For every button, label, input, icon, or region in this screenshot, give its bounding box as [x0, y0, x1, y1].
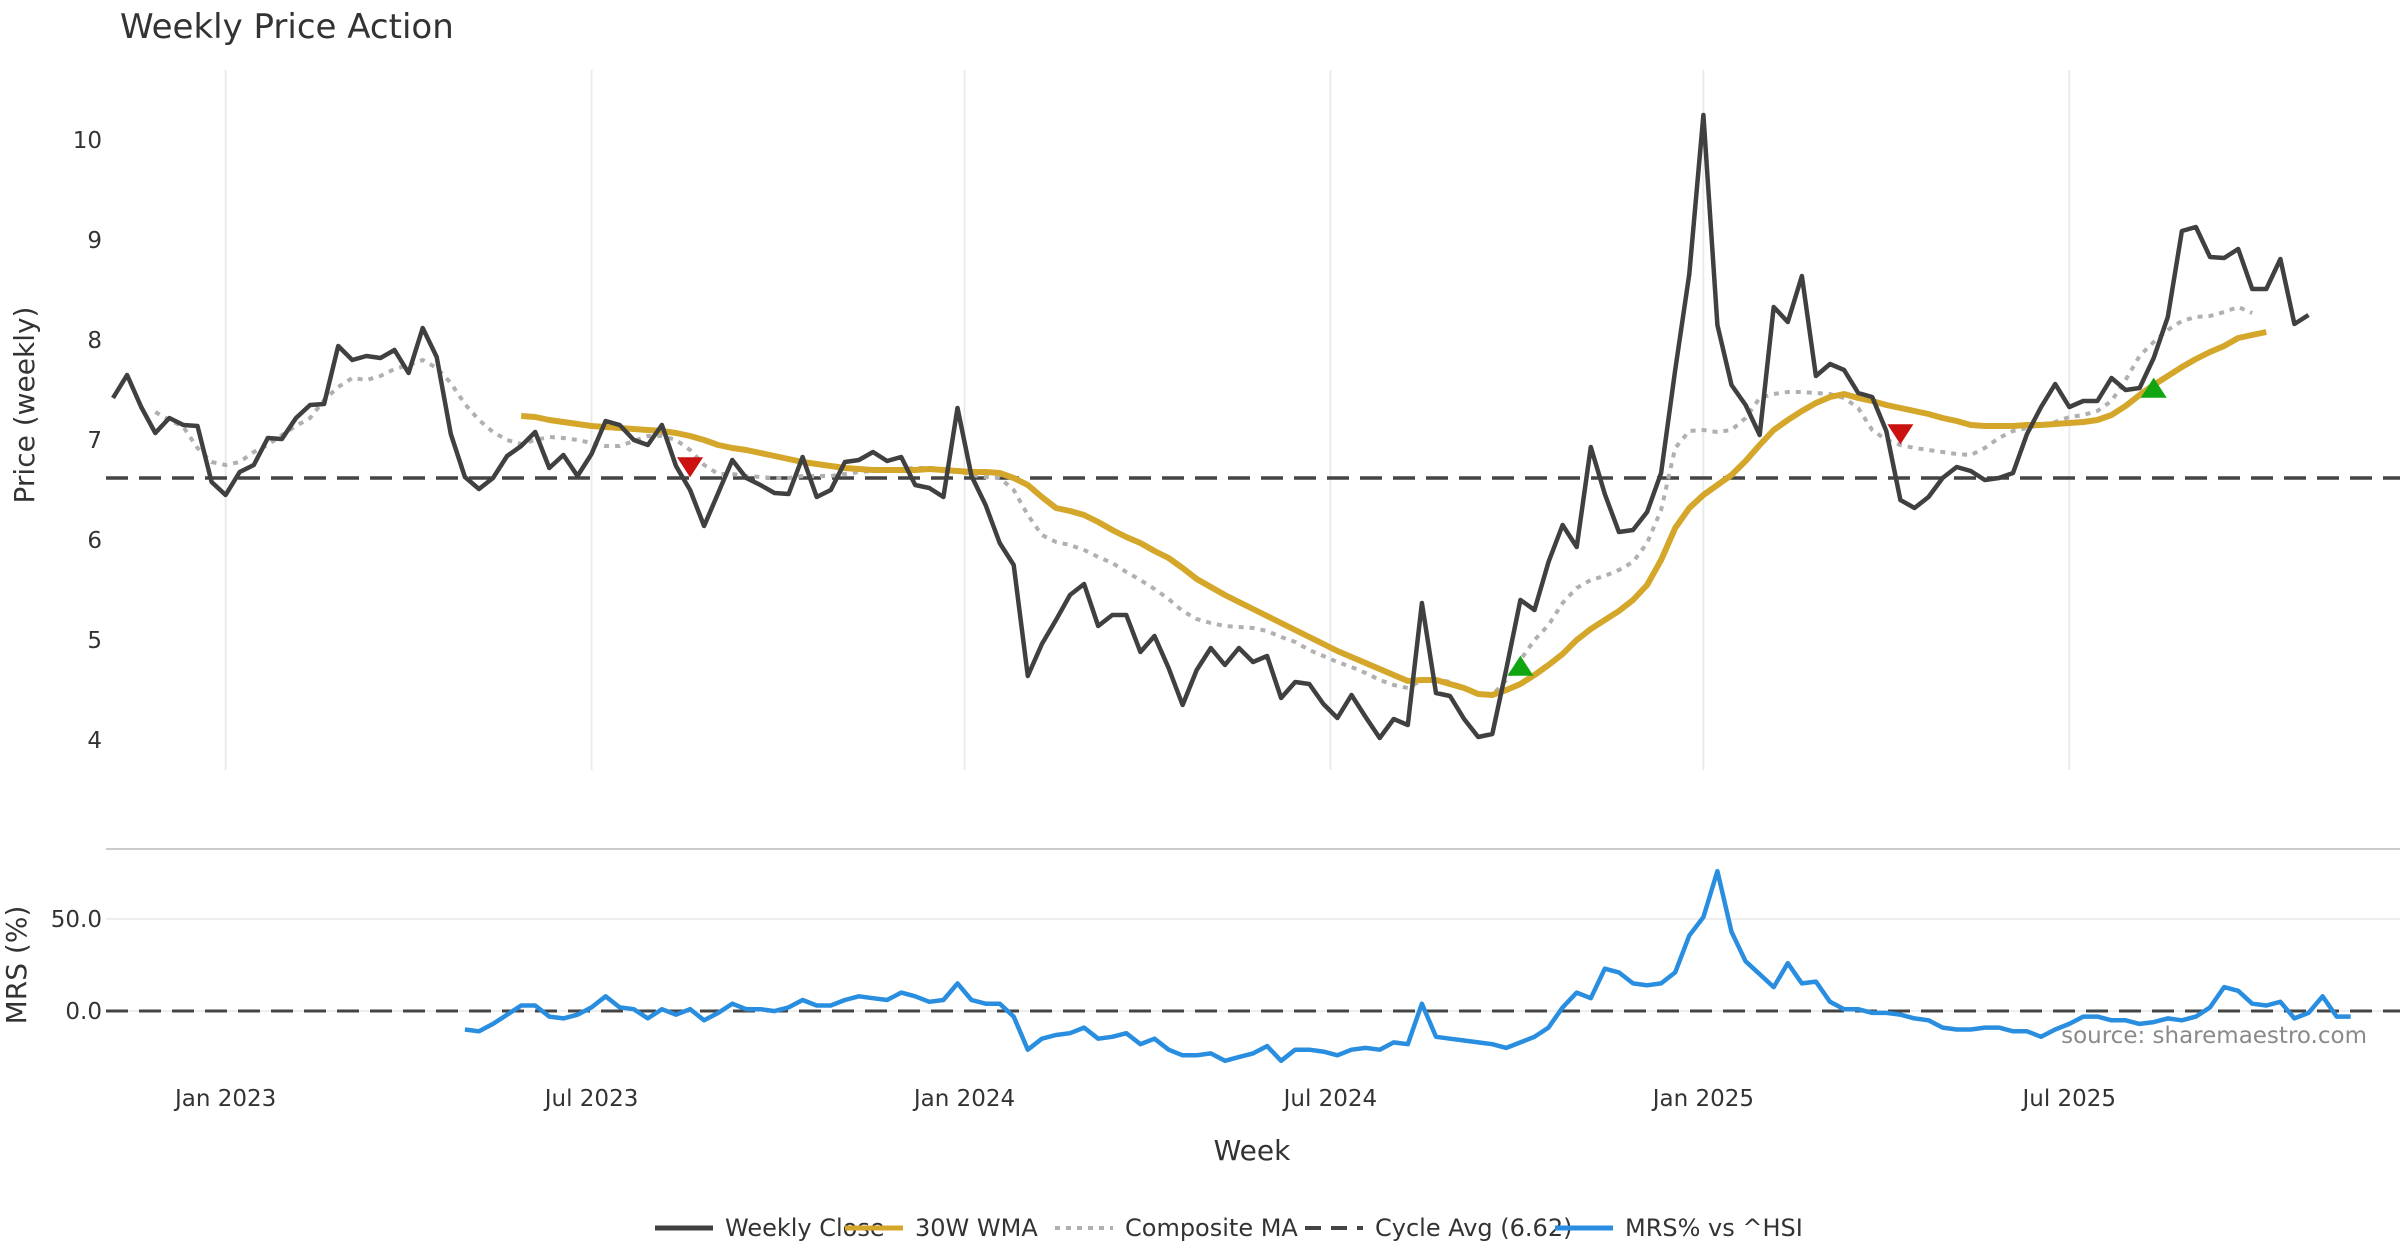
price-y-tick: 7	[87, 428, 102, 454]
price-y-tick: 9	[87, 228, 102, 254]
price-y-tick: 4	[87, 728, 102, 754]
legend: Weekly Close 30W WMA Composite MA Cycle Avg…	[655, 1214, 1803, 1242]
x-ticks: Jan 2023 Jul 2023 Jan 2024 Jul 2024 Jan 2025…	[173, 1086, 2116, 1112]
chart-title: Weekly Price Action	[120, 7, 454, 47]
price-y-tick: 8	[87, 328, 102, 354]
price-y-tick: 10	[73, 128, 102, 154]
mrs-y-tick: 0.0	[65, 999, 102, 1025]
legend-item: MRS% vs ^HSI	[1555, 1214, 1803, 1242]
buy-signal-marker	[2140, 377, 2167, 398]
x-axis-label: Week	[1214, 1134, 1291, 1167]
price-y-ticks: 4 5 6 7 8 9 10	[73, 128, 102, 754]
mrs-line	[464, 868, 2351, 1064]
sell-signal-marker	[677, 457, 704, 478]
legend-item: 30W WMA	[845, 1214, 1038, 1242]
x-tick-label: Jul 2023	[543, 1086, 639, 1112]
price-panel: 4 5 6 7 8 9 10 Price (weekly)	[8, 70, 2400, 770]
x-tick-label: Jul 2025	[2020, 1086, 2116, 1112]
price-y-tick: 5	[87, 628, 102, 654]
mrs-gridlines	[106, 917, 2400, 1013]
mrs-y-tick: 50.0	[51, 907, 102, 933]
source-credit: source: sharemaestro.com	[2061, 1023, 2367, 1049]
price-y-axis-label: Price (weekly)	[8, 307, 41, 504]
x-tick-label: Jan 2023	[173, 1086, 276, 1112]
buy-signal-marker	[1507, 655, 1534, 676]
sell-signal-marker	[1887, 424, 1914, 445]
weekly-close-line	[111, 112, 2310, 741]
x-tick-label: Jan 2024	[912, 1086, 1015, 1112]
x-tick-label: Jul 2024	[1282, 1086, 1378, 1112]
legend-item: Composite MA	[1055, 1214, 1298, 1242]
mrs-y-ticks: 0.0 50.0	[51, 907, 102, 1025]
mrs-y-axis-label: MRS (%)	[0, 906, 33, 1025]
legend-item: Cycle Avg (6.62)	[1305, 1214, 1572, 1242]
price-y-tick: 6	[87, 528, 102, 554]
legend-label: MRS% vs ^HSI	[1625, 1214, 1803, 1242]
legend-label: 30W WMA	[915, 1214, 1038, 1242]
x-tick-label: Jan 2025	[1651, 1086, 1754, 1112]
mrs-panel: 0.0 50.0 MRS (%) source: sharemaestro.com	[0, 868, 2400, 1064]
legend-label: Cycle Avg (6.62)	[1375, 1214, 1572, 1242]
legend-label: Composite MA	[1125, 1214, 1298, 1242]
composite-ma-line	[154, 305, 2253, 697]
signal-markers	[677, 377, 2167, 676]
wma-30w-line	[520, 329, 2267, 698]
